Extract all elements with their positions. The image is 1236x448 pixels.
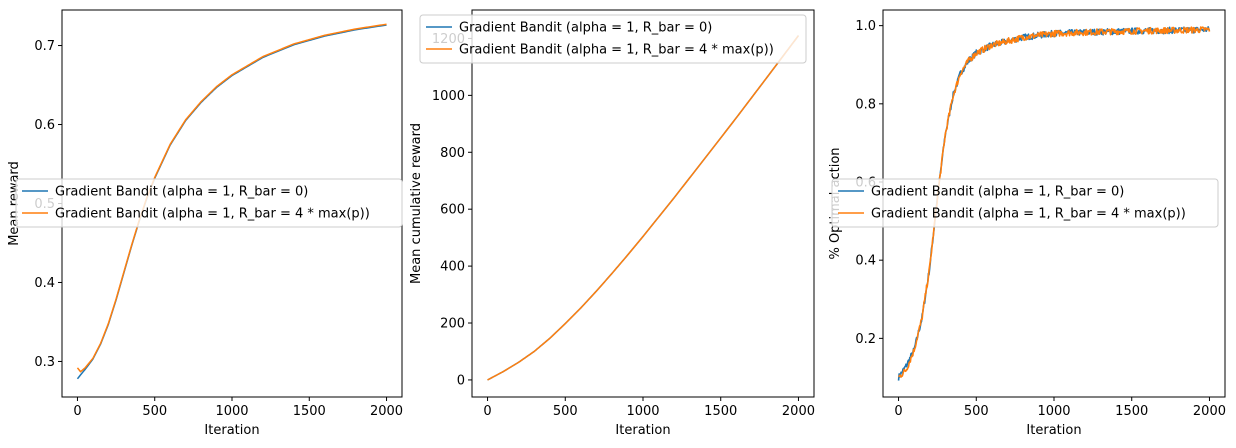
y-tick-label: 0.4 [34,276,55,291]
legend: Gradient Bandit (alpha = 1, R_bar = 0) Gr… [831,178,1219,228]
series-line-2 [487,35,800,381]
series-line-2 [76,23,387,373]
y-tick-label: 200 [440,317,465,332]
plot-frame [471,9,815,398]
series-line-1 [487,35,800,381]
y-tick-label: 0.3 [34,355,55,370]
y-tick-label: 800 [440,146,465,161]
x-axis-label: Iteration [1026,423,1081,438]
y-tick-label: 0 [457,373,465,388]
x-tick-label: 1500 [1115,404,1148,419]
y-tick-label: 0.4 [855,254,876,269]
x-tick-label: 2000 [782,404,815,419]
chart-panel-3: 05001000150020000.20.40.60.81.0Iteration… [828,9,1226,438]
x-tick-label: 1000 [626,404,659,419]
x-tick-label: 1000 [215,404,248,419]
x-tick-label: 0 [894,404,902,419]
x-tick-label: 2000 [370,404,403,419]
x-tick-label: 0 [483,404,491,419]
y-tick-label: 1.0 [855,19,876,34]
legend-box [419,14,807,64]
legend-entry: Gradient Bandit (alpha = 1, R_bar = 0) [871,185,1124,200]
x-tick-label: 500 [142,404,167,419]
legend: Gradient Bandit (alpha = 1, R_bar = 0) Gr… [15,178,403,228]
x-tick-label: 1500 [293,404,326,419]
x-axis-label: Iteration [204,423,259,438]
y-tick-label: 0.7 [34,39,55,54]
y-tick-label: 600 [440,203,465,218]
legend: Gradient Bandit (alpha = 1, R_bar = 0) Gr… [419,14,807,64]
x-tick-label: 500 [964,404,989,419]
x-tick-label: 0 [73,404,81,419]
x-tick-label: 2000 [1193,404,1226,419]
y-tick-label: 0.2 [855,332,876,347]
y-tick-label: 0.8 [855,97,876,112]
x-tick-label: 1000 [1037,404,1070,419]
legend-entry: Gradient Bandit (alpha = 1, R_bar = 0) [459,21,712,36]
legend-entry: Gradient Bandit (alpha = 1, R_bar = 0) [55,185,308,200]
x-axis-label: Iteration [615,423,670,438]
y-tick-label: 400 [440,260,465,275]
y-tick-label: 0.6 [34,118,55,133]
y-axis-label: Mean cumulative reward [409,123,424,284]
series-line-2 [898,26,1211,378]
chart-panel-1: 05001000150020000.30.40.50.60.7Iteration… [7,9,403,438]
legend-entry: Gradient Bandit (alpha = 1, R_bar = 4 * … [871,207,1186,222]
legend-box [831,178,1219,228]
y-tick-label: 1000 [432,89,465,104]
x-tick-label: 500 [553,404,578,419]
x-tick-label: 1500 [704,404,737,419]
legend-entry: Gradient Bandit (alpha = 1, R_bar = 4 * … [459,43,774,58]
legend-entry: Gradient Bandit (alpha = 1, R_bar = 4 * … [55,207,370,222]
legend-box [15,178,403,228]
chart-panel-2: 0500100015002000020040060080010001200Ite… [409,9,815,438]
